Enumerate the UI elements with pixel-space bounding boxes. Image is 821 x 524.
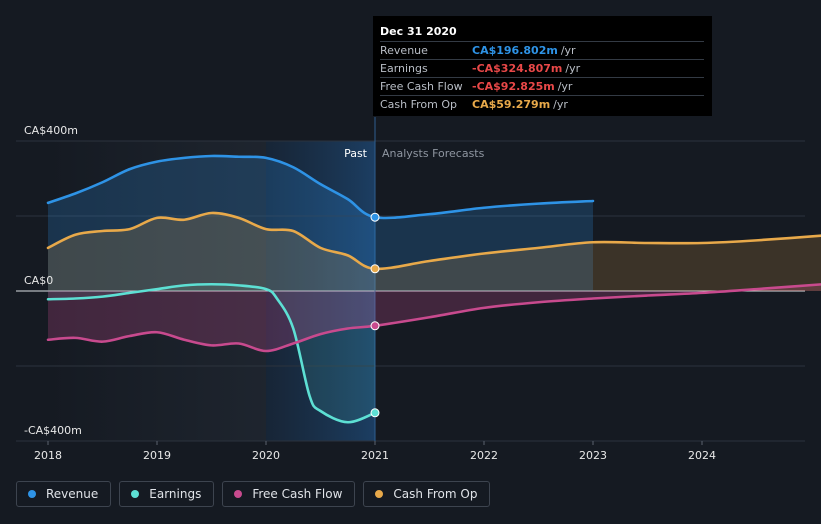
legend-item-free-cash-flow[interactable]: Free Cash Flow bbox=[222, 481, 356, 507]
revenue-marker bbox=[370, 212, 380, 222]
tooltip-row: Revenue CA$196.802m/yr bbox=[380, 41, 704, 59]
earnings-marker bbox=[370, 408, 380, 418]
tooltip-row-unit: /yr bbox=[557, 80, 573, 93]
tooltip-row: Free Cash Flow -CA$92.825m/yr bbox=[380, 77, 704, 95]
cash-from-op-marker bbox=[370, 264, 380, 274]
legend-label: Revenue bbox=[46, 487, 99, 501]
legend-dot-icon bbox=[28, 490, 36, 498]
tooltip-row-label: Revenue bbox=[380, 44, 428, 57]
x-tick-label: 2024 bbox=[688, 449, 716, 462]
tooltip-row-label: Free Cash Flow bbox=[380, 80, 463, 93]
x-tick-label: 2020 bbox=[252, 449, 280, 462]
legend-dot-icon bbox=[131, 490, 140, 498]
free-cash-flow-line bbox=[46, 283, 821, 353]
legend-dot-icon bbox=[375, 490, 384, 498]
tooltip-date: Dec 31 2020 bbox=[380, 25, 457, 38]
tooltip-row-unit: /yr bbox=[553, 98, 568, 111]
x-tick-label: 2019 bbox=[143, 449, 171, 462]
x-tick-label: 2018 bbox=[34, 449, 62, 462]
forecast-label: Analysts Forecasts bbox=[382, 147, 485, 160]
y-tick-label: CA$0 bbox=[24, 274, 53, 287]
tooltip-row: Cash From Op CA$59.279m/yr bbox=[380, 95, 704, 113]
legend-label: Free Cash Flow bbox=[252, 487, 343, 501]
earnings-area bbox=[48, 284, 375, 423]
tooltip-row-value: -CA$324.807m bbox=[472, 62, 563, 75]
free-cash-flow-marker bbox=[370, 321, 380, 331]
legend-item-earnings[interactable]: Earnings bbox=[119, 481, 215, 507]
tooltip-row-unit: /yr bbox=[560, 44, 576, 57]
earnings-line bbox=[46, 282, 377, 424]
tooltip-row-value: -CA$92.825m bbox=[472, 80, 555, 93]
legend-dot-icon bbox=[234, 490, 243, 498]
x-tick-label: 2022 bbox=[470, 449, 498, 462]
tooltip-row-value: CA$196.802m bbox=[472, 44, 558, 57]
legend-item-cash-from-op[interactable]: Cash From Op bbox=[363, 481, 491, 507]
y-tick-label: CA$400m bbox=[24, 124, 78, 137]
cash-from-op-area bbox=[48, 212, 821, 291]
tooltip-row-label: Cash From Op bbox=[380, 98, 458, 111]
legend-label: Cash From Op bbox=[393, 487, 478, 501]
legend-label: Earnings bbox=[149, 487, 202, 501]
cash-from-op-line bbox=[46, 211, 821, 271]
legend-item-revenue[interactable]: Revenue bbox=[16, 481, 112, 507]
y-tick-label: -CA$400m bbox=[24, 424, 82, 437]
tooltip-row-label: Earnings bbox=[380, 62, 428, 75]
past-label: Past bbox=[344, 147, 368, 160]
tooltip: Dec 31 2020 Revenue CA$196.802m/yr Earning… bbox=[373, 16, 712, 116]
legend: Revenue Earnings Free Cash Flow Cash From O… bbox=[16, 481, 491, 507]
tooltip-row: Earnings -CA$324.807m/yr bbox=[380, 59, 704, 77]
tooltip-row-unit: /yr bbox=[565, 62, 581, 75]
free-cash-flow-area bbox=[48, 284, 821, 351]
revenue-line bbox=[46, 154, 595, 220]
x-tick-label: 2023 bbox=[579, 449, 607, 462]
x-tick-label: 2021 bbox=[361, 449, 389, 462]
tooltip-row-value: CA$59.279m bbox=[472, 98, 551, 111]
